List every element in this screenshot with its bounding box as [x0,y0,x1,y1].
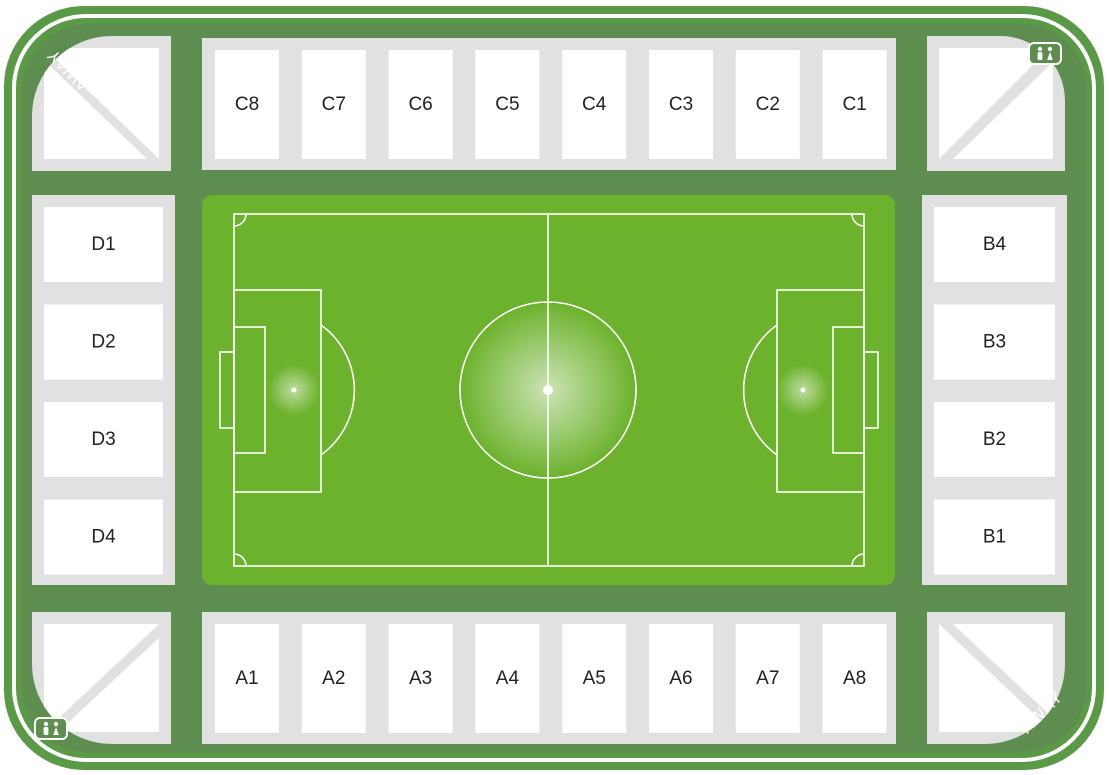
north-sections: C8 C7 C6 C5 C4 C3 C2 C1 [215,50,887,159]
section-label: D4 [91,527,116,548]
section-label: C4 [582,94,607,115]
section-label: B1 [983,527,1006,548]
section-c2[interactable]: C2 [735,50,800,159]
section-label: C1 [842,94,866,115]
section-label: A7 [756,668,779,689]
section-c3[interactable]: C3 [649,50,713,159]
centre-circle [459,301,637,479]
corner-arc-tr [851,213,865,227]
section-a4[interactable]: A4 [475,624,540,733]
section-label: A5 [583,668,606,689]
section-b3[interactable]: B3 [934,304,1055,380]
section-a1[interactable]: A1 [215,624,279,733]
restroom-icon [1028,42,1062,65]
section-label: B4 [983,234,1007,255]
penalty-spot-left [291,387,297,393]
section-a5[interactable]: A5 [562,624,627,733]
corner-arc-bl [233,553,247,567]
south-sections: A1 A2 A3 A4 A5 A6 A7 A8 [215,624,887,733]
section-c1[interactable]: C1 [822,50,887,159]
section-label: C3 [669,94,693,115]
penalty-arc-left [320,324,356,456]
corner-arc-tl [233,213,247,227]
corner-top-left[interactable]: AWAY [32,36,171,171]
section-c5[interactable]: C5 [475,50,540,159]
section-label: A6 [669,668,692,689]
section-a8[interactable]: A8 [822,624,887,733]
corner-bottom-left[interactable] [32,612,171,744]
section-label: C7 [322,94,346,115]
goal-left [219,351,235,429]
corner-arc-br [851,553,865,567]
penalty-spot-right [800,387,806,393]
section-label: D2 [91,332,115,353]
section-c8[interactable]: C8 [215,50,279,159]
east-sections: B4 B3 B2 B1 [934,207,1055,575]
section-a6[interactable]: A6 [649,624,713,733]
section-d1[interactable]: D1 [44,207,163,282]
section-d4[interactable]: D4 [44,499,163,575]
section-label: D3 [91,429,115,450]
section-label: B3 [983,332,1006,353]
section-label: A4 [496,668,520,689]
section-label: A8 [843,668,866,689]
section-label: A3 [409,668,432,689]
football-pitch [202,195,895,585]
section-a2[interactable]: A2 [301,624,366,733]
section-b4[interactable]: B4 [934,207,1055,282]
penalty-arc-right [742,324,778,456]
restroom-icon [34,717,68,740]
stadium-outer-border [12,14,1096,762]
section-d2[interactable]: D2 [44,304,163,380]
section-c4[interactable]: C4 [562,50,627,159]
section-b2[interactable]: B2 [934,402,1055,477]
section-label: A2 [322,668,345,689]
section-a3[interactable]: A3 [388,624,453,733]
west-sections: D1 D2 D3 D4 [44,207,163,575]
section-label: C5 [495,94,519,115]
section-label: A1 [235,668,258,689]
section-label: C8 [235,94,259,115]
section-label: D1 [91,234,115,255]
goal-right [863,351,879,429]
section-label: C6 [408,94,432,115]
section-a7[interactable]: A7 [735,624,800,733]
corner-top-right[interactable] [927,36,1065,171]
section-label: C2 [756,94,780,115]
section-c7[interactable]: C7 [301,50,366,159]
centre-spot [543,385,553,395]
section-c6[interactable]: C6 [388,50,453,159]
section-label: B2 [983,429,1006,450]
section-d3[interactable]: D3 [44,402,163,477]
section-b1[interactable]: B1 [934,499,1055,575]
